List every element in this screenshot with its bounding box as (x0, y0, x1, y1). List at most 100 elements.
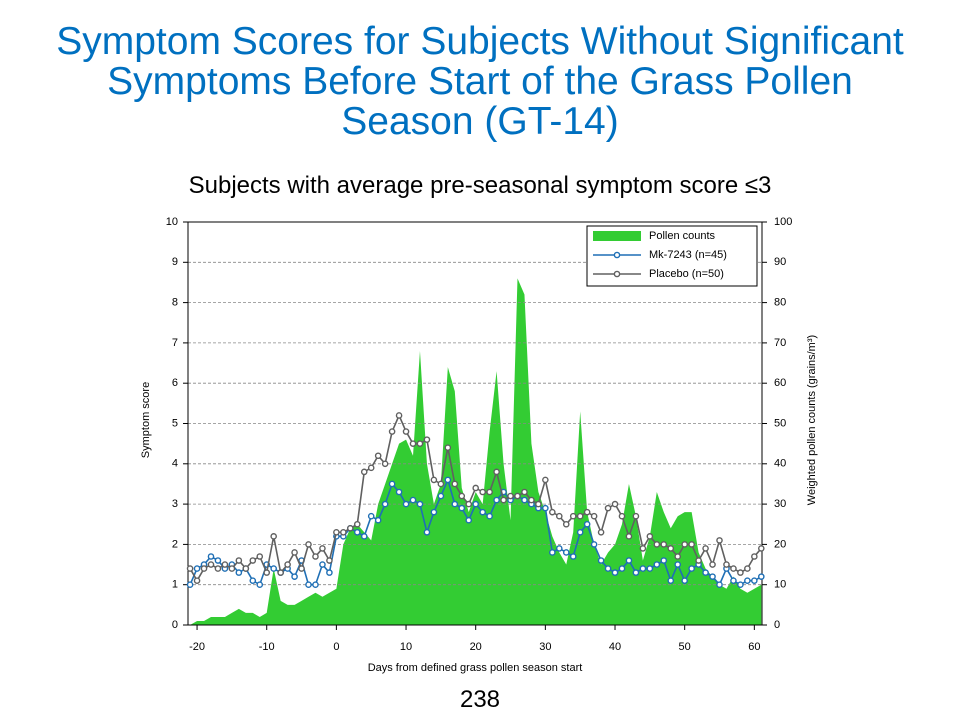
y2-tick-label: 20 (774, 538, 786, 550)
legend-label: Mk-7243 (n=45) (649, 249, 727, 261)
series-marker (374, 516, 382, 524)
series-marker (667, 577, 675, 584)
series-marker (326, 557, 333, 564)
series-marker (681, 541, 688, 548)
series-marker (486, 488, 493, 496)
series-marker (381, 460, 389, 468)
series-marker (402, 500, 410, 508)
series-marker (590, 512, 598, 520)
series-marker (270, 565, 277, 572)
series-marker (430, 476, 438, 484)
y2-tick-label: 10 (774, 579, 786, 591)
series-marker (388, 428, 396, 435)
y2-tick-label: 30 (774, 498, 786, 510)
series-marker (423, 436, 431, 443)
series-marker (312, 581, 319, 589)
x-tick-label: -10 (259, 641, 275, 653)
series-marker (319, 545, 326, 552)
series-marker (653, 561, 661, 568)
series-marker (730, 577, 737, 584)
series-marker (737, 581, 744, 589)
series-marker (291, 549, 298, 556)
series-marker (430, 508, 438, 516)
series-marker (235, 557, 243, 564)
series-marker (256, 553, 264, 560)
x-tick-label: 40 (609, 641, 621, 653)
series-marker (667, 545, 675, 552)
series-marker (465, 500, 473, 508)
series-marker (646, 565, 654, 572)
y2-tick-label: 100 (774, 216, 792, 228)
series-marker (674, 553, 682, 560)
series-marker (576, 512, 584, 520)
y-tick-label: 4 (172, 458, 178, 470)
chart-title: Symptom Scores for Subjects Without Sign… (56, 20, 904, 143)
legend-label: Pollen counts (649, 230, 716, 242)
legend-swatch (593, 231, 641, 241)
x-tick-label: 30 (539, 641, 551, 653)
series-marker (688, 541, 695, 548)
series-marker (353, 520, 361, 528)
series-marker (270, 533, 277, 540)
series-marker (744, 577, 751, 584)
series-marker (639, 565, 647, 572)
x-tick-label: 20 (470, 641, 482, 653)
series-marker (207, 553, 215, 560)
series-marker (402, 428, 410, 435)
series-marker (340, 529, 347, 536)
series-marker (472, 500, 479, 508)
series-marker (583, 520, 591, 528)
series-marker (395, 412, 403, 419)
series-marker (758, 573, 765, 580)
series-marker (646, 533, 654, 540)
series-marker (702, 569, 709, 576)
legend-label: Placebo (n=50) (649, 268, 724, 280)
series-marker (521, 496, 528, 504)
series-marker (674, 561, 682, 568)
y2-tick-label: 0 (774, 619, 780, 631)
series-marker (221, 561, 229, 568)
series-marker (186, 581, 194, 589)
series-marker (486, 512, 493, 520)
series-marker (235, 569, 243, 576)
series-marker (562, 520, 570, 528)
series-marker (444, 444, 452, 451)
y2-tick-label: 70 (774, 337, 786, 349)
series-marker (618, 565, 626, 572)
series-marker (500, 496, 507, 504)
series-marker (709, 573, 716, 580)
chart-subtitle: Subjects with average pre-seasonal sympt… (188, 172, 772, 199)
series-marker (326, 569, 333, 576)
series-marker (465, 516, 473, 524)
x-tick-label: 0 (333, 641, 339, 653)
series-marker (416, 500, 424, 508)
series-marker (632, 512, 640, 520)
series-marker (653, 541, 661, 548)
series-marker (549, 508, 556, 516)
series-marker (347, 524, 354, 532)
plot-frame (187, 221, 763, 626)
series-marker (660, 541, 668, 548)
series-marker (256, 581, 264, 589)
series-marker (437, 480, 445, 488)
series-marker (737, 569, 744, 576)
series-marker (409, 496, 417, 504)
series-marker (702, 545, 709, 552)
series-marker (751, 577, 758, 584)
series-marker (625, 533, 633, 540)
series-marker (528, 496, 535, 504)
series-marker (193, 565, 201, 572)
series-marker (576, 529, 584, 536)
series-marker (228, 565, 236, 572)
y-tick-label: 0 (172, 619, 178, 631)
series-marker (298, 565, 305, 572)
series-marker (716, 537, 723, 544)
series-marker (542, 504, 549, 512)
x-tick-label: 50 (679, 641, 691, 653)
y2-tick-label: 50 (774, 417, 786, 429)
series-marker (451, 500, 459, 508)
y2-tick-label: 40 (774, 458, 786, 470)
series-marker (681, 577, 688, 584)
